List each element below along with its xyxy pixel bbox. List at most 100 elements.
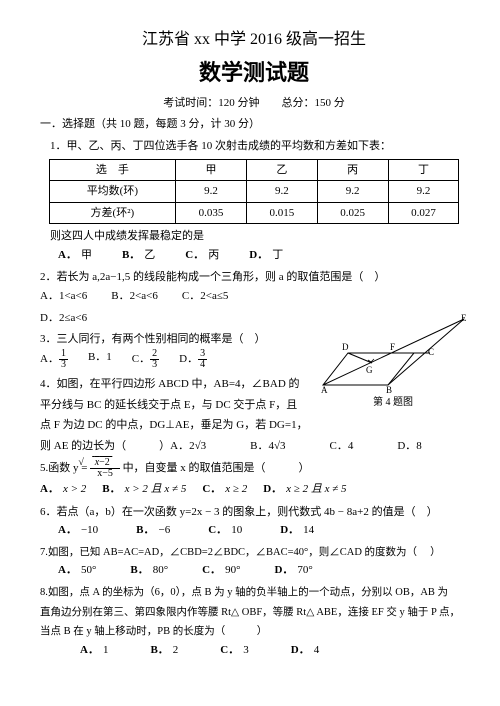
opt-c: C．3 xyxy=(220,642,248,659)
opt-c: C．x ≥ 2 xyxy=(202,481,247,498)
timing-line: 考试时间：120 分钟 总分：150 分 xyxy=(40,95,468,112)
lbl-G: G xyxy=(366,365,373,375)
lbl-B: B xyxy=(386,385,392,393)
td: 9.2 xyxy=(317,181,388,203)
opt-a: A．甲 xyxy=(58,247,92,264)
q4-line2: 平分线与 BC 的延长线交于点 E，与 DC 交于点 F，且 xyxy=(40,397,320,414)
opt-a: A．1 xyxy=(80,642,108,659)
opt-d-text: 70° xyxy=(297,564,312,576)
q1-tail: 则这四人中成绩发挥最稳定的是 xyxy=(50,228,468,245)
lbl-D: D xyxy=(342,342,349,352)
opt-d-text: 2≤a<6 xyxy=(59,312,87,324)
td: 9.2 xyxy=(176,181,247,203)
q3-q4-block: A B C D E F G 第 4 题图 3．三人同行，有两个性别相同的概率是（… xyxy=(40,331,468,434)
q5-text: 5.函数 y = x−2 √ x−5 中，自变量 x 的取值范围是（ ） xyxy=(40,458,468,479)
th: 甲 xyxy=(176,159,247,181)
q7-text: 7.如图，已知 AB=AC=AD，∠CBD=2∠BDC，∠BAC=40°，则∠C… xyxy=(40,545,468,561)
opt-b-text: 1 xyxy=(106,351,112,363)
q4-fig-caption: 第 4 题图 xyxy=(318,395,468,410)
td: 0.015 xyxy=(246,202,317,224)
opt-d: D．4 xyxy=(291,642,319,659)
opt-a: A．50° xyxy=(58,562,96,579)
opt-c: C．90° xyxy=(202,562,240,579)
opt-c-text: 丙 xyxy=(208,249,219,261)
opt-b-text: 2<a<6 xyxy=(130,290,158,302)
q5-tail: 中，自变量 x 的取值范围是（ ） xyxy=(123,462,310,474)
q1-table: 选 手 甲 乙 丙 丁 平均数(环) 9.2 9.2 9.2 9.2 方差(环²… xyxy=(49,159,460,225)
td: 0.025 xyxy=(317,202,388,224)
opt-c-text: 90° xyxy=(225,564,240,576)
opt-c-text: 3 xyxy=(243,644,249,656)
q1-options: A．甲 B．乙 C．丙 D．丁 xyxy=(58,247,468,264)
q6-text: 6．若点（a，b）在一次函数 y=2x − 3 的图象上，则代数式 4b − 8… xyxy=(40,504,468,521)
title-line-2: 数学测试题 xyxy=(40,56,468,89)
opt-a: A．−10 xyxy=(58,522,98,539)
lbl-A: A xyxy=(321,385,328,393)
table-row: 方差(环²) 0.035 0.015 0.025 0.027 xyxy=(49,202,459,224)
td: 0.035 xyxy=(176,202,247,224)
opt-d: D．34 xyxy=(179,349,207,370)
td: 方差(环²) xyxy=(49,202,176,224)
q2-text: 2．若长为 a,2a−1,5 的线段能构成一个三角形，则 a 的取值范围是（ ） xyxy=(40,269,468,286)
opt-b: B．2<a<6 xyxy=(111,288,158,305)
opt-a: A．x > 2 xyxy=(40,481,86,498)
frac-den: x−5 xyxy=(90,469,120,479)
opt-a: A．1<a<6 xyxy=(40,288,87,305)
opt-b-text: 80° xyxy=(153,564,168,576)
opt-d-text: 4 xyxy=(314,644,320,656)
opt-b: B．1 xyxy=(88,349,112,370)
opt-d-text: 丁 xyxy=(272,249,283,261)
opt-b: B．2 xyxy=(150,642,178,659)
opt-b: B．−6 xyxy=(136,522,170,539)
opt-b-text: 2 xyxy=(173,644,179,656)
opt-a: A．13 xyxy=(40,349,68,370)
opt-a-text: x > 2 xyxy=(63,483,86,495)
q1-text: 1．甲、乙、丙、丁四位选手各 10 次射击成绩的平均数和方差如下表： xyxy=(50,138,468,155)
opt-c: C．23 xyxy=(132,349,159,370)
opt-c-text: 10 xyxy=(231,524,242,536)
opt-c-text: 2<a≤5 xyxy=(200,290,228,302)
frac-den: 3 xyxy=(150,360,159,370)
opt-d: D．14 xyxy=(280,522,314,539)
q4-figure: A B C D E F G 第 4 题图 xyxy=(318,313,468,410)
td: 0.027 xyxy=(388,202,459,224)
q4-line3: 点 F 为边 DC 的中点，DG⊥AE，垂足为 G，若 DG=1， xyxy=(40,417,320,434)
q4-line1: 4．如图，在平行四边形 ABCD 中，AB=4，∠BAD 的 xyxy=(40,376,320,393)
opt-b: B．x > 2 且 x ≠ 5 xyxy=(102,481,186,498)
q8-line2: 直角边分别在第三、第四象限内作等腰 Rt△ OBF，等腰 Rt△ ABE，连接 … xyxy=(40,605,468,621)
q2-options: A．1<a<6 B．2<a<6 C．2<a≤5 xyxy=(40,288,468,305)
th: 乙 xyxy=(246,159,317,181)
frac-den: 4 xyxy=(198,360,207,370)
opt-a-text: 甲 xyxy=(81,249,92,261)
opt-d-text: 14 xyxy=(303,524,314,536)
opt-d: D．丁 xyxy=(249,247,283,264)
table-row: 选 手 甲 乙 丙 丁 xyxy=(49,159,459,181)
opt-a-text: 1<a<6 xyxy=(59,290,87,302)
th: 选 手 xyxy=(49,159,176,181)
q8-line3: 当点 B 在 y 轴上移动时，PB 的长度为（ ） xyxy=(40,624,468,640)
opt-d-text: x ≥ 2 且 x ≠ 5 xyxy=(286,483,346,495)
opt-d: D．x ≥ 2 且 x ≠ 5 xyxy=(263,481,346,498)
td: 9.2 xyxy=(388,181,459,203)
opt-b: B．乙 xyxy=(122,247,155,264)
lbl-F: F xyxy=(390,342,395,352)
opt-c-text: x ≥ 2 xyxy=(225,483,247,495)
opt-b: B．80° xyxy=(130,562,168,579)
lbl-E: E xyxy=(461,313,467,323)
frac-den: 3 xyxy=(59,360,68,370)
table-row: 平均数(环) 9.2 9.2 9.2 9.2 xyxy=(49,181,459,203)
q4-line4: 则 AE 的边长为（ ）A．2√3 B．4√3 C．4 D．8 xyxy=(40,438,468,455)
opt-c: C．10 xyxy=(208,522,242,539)
opt-a-text: 50° xyxy=(81,564,96,576)
q8-line1: 8.如图，点 A 的坐标为（6，0），点 B 为 y 轴的负半轴上的一个动点，分… xyxy=(40,585,468,601)
opt-b-text: x > 2 且 x ≠ 5 xyxy=(125,483,187,495)
th: 丁 xyxy=(388,159,459,181)
opt-b-text: 乙 xyxy=(144,249,155,261)
q5-options: A．x > 2 B．x > 2 且 x ≠ 5 C．x ≥ 2 D．x ≥ 2 … xyxy=(40,481,468,498)
q7-options: A．50° B．80° C．90° D．70° xyxy=(58,562,468,579)
lbl-C: C xyxy=(428,347,434,357)
q6-options: A．−10 B．−6 C．10 D．14 xyxy=(58,522,468,539)
title-line-1: 江苏省 xx 中学 2016 级高一招生 xyxy=(40,28,468,52)
opt-a-text: 1 xyxy=(103,644,109,656)
opt-b-text: −6 xyxy=(159,524,171,536)
